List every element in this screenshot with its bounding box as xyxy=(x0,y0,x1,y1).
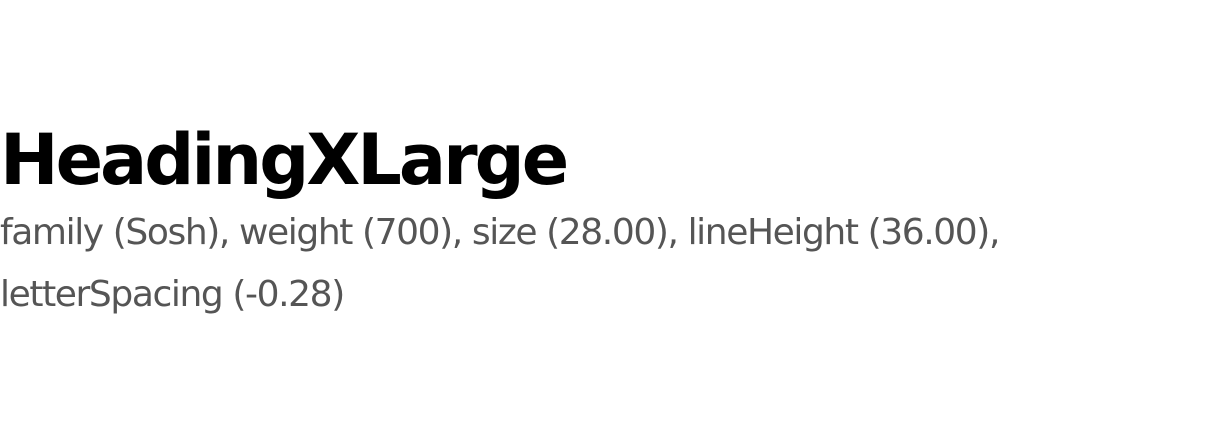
token-properties-text: family (Sosh), weight (700), size (28.00… xyxy=(0,212,1000,315)
token-name-heading: HeadingXLarge xyxy=(0,119,569,201)
typography-token-spec: HeadingXLarge family (Sosh), weight (700… xyxy=(0,118,1206,326)
